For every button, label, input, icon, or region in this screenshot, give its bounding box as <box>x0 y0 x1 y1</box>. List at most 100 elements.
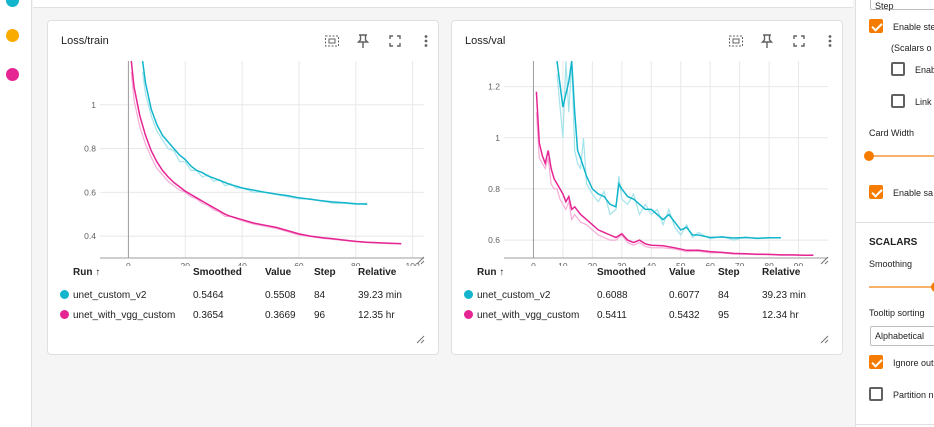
run-color-dot[interactable] <box>6 29 19 42</box>
run-name: unet_custom_v2 <box>477 289 551 301</box>
fit-domain-icon[interactable] <box>322 31 342 51</box>
fit-domain-icon[interactable] <box>726 31 746 51</box>
x-tick-label: 60 <box>294 261 304 266</box>
scalars-heading: SCALARS <box>869 237 918 248</box>
pin-icon[interactable] <box>757 31 777 51</box>
card-resize-handle[interactable] <box>819 334 829 344</box>
enable-saving-label: Enable sa <box>893 188 934 198</box>
more-vert-icon[interactable] <box>820 31 840 51</box>
smoothed-series-line <box>556 61 781 240</box>
x-tick-label: 70 <box>735 261 745 266</box>
scalar-card-loss-val: Loss/val 0 10 20 30 40 50 60 70 80 90 0.6 0.8 1 1.2 R… <box>451 20 843 355</box>
pin-icon[interactable] <box>353 31 373 51</box>
step-value: 84 <box>718 289 730 301</box>
runs-tooltip-table: Run ↑ Smoothed Value Step Relative unet_… <box>60 267 418 325</box>
header-bar <box>33 0 853 8</box>
x-tick-label: 100 <box>406 261 420 266</box>
run-name: unet_with_vgg_custom <box>477 309 580 321</box>
smoothing-slider-thumb[interactable] <box>931 282 934 292</box>
run-color-dot[interactable] <box>6 68 19 81</box>
ignore-outliers-checkbox[interactable] <box>869 355 883 369</box>
relative-value: 12.34 hr <box>762 309 799 321</box>
y-tick-label: 1 <box>495 133 500 143</box>
divider <box>856 424 934 425</box>
raw-value: 0.5508 <box>265 289 296 301</box>
tooltip-sorting-select[interactable]: Alphabetical <box>870 326 934 346</box>
fullscreen-icon[interactable] <box>385 31 405 51</box>
raw-series-line <box>556 61 781 241</box>
run-name: unet_with_vgg_custom <box>73 309 176 321</box>
fullscreen-icon[interactable] <box>789 31 809 51</box>
y-tick-label: 1 <box>91 100 96 110</box>
card-title: Loss/train <box>61 35 109 47</box>
card-width-slider-thumb[interactable] <box>864 151 874 161</box>
x-axis-select[interactable]: Step <box>870 0 934 11</box>
col-smoothed: Smoothed <box>193 267 242 278</box>
raw-series-line <box>130 71 402 245</box>
settings-panel: Step Enable ste (Scalars o Enab Link Car… <box>855 0 934 427</box>
run-name: unet_custom_v2 <box>73 289 147 301</box>
x-tick-label: 20 <box>181 261 191 266</box>
line-chart[interactable]: 0 10 20 30 40 50 60 70 80 90 0.6 0.8 1 1.2 <box>452 61 842 266</box>
x-tick-label: 90 <box>794 261 804 266</box>
enable-saving-checkbox[interactable] <box>869 185 883 199</box>
table-row: unet_custom_v2 0.6088 0.6077 84 39.23 mi… <box>464 285 822 305</box>
x-tick-label: 60 <box>705 261 715 266</box>
smoothed-value: 0.5464 <box>193 289 224 301</box>
x-tick-label: 50 <box>676 261 686 266</box>
x-tick-label: 80 <box>764 261 774 266</box>
x-tick-label: 30 <box>617 261 627 266</box>
line-chart[interactable]: 0 20 40 60 80 100 0.4 0.6 0.8 1 <box>48 61 438 266</box>
partition-checkbox[interactable] <box>869 387 883 401</box>
x-tick-label: 0 <box>126 261 131 266</box>
col-step: Step <box>718 267 740 278</box>
table-row: unet_with_vgg_custom 0.3654 0.3669 96 12… <box>60 305 418 325</box>
link-label: Link <box>915 97 932 107</box>
smoothing-slider-track[interactable] <box>869 286 934 288</box>
y-tick-label: 0.6 <box>488 235 500 245</box>
step-value: 95 <box>718 309 730 321</box>
scalars-note: (Scalars o <box>891 43 932 53</box>
x-tick-label: 10 <box>558 261 568 266</box>
card-width-slider-track[interactable] <box>869 155 934 157</box>
x-tick-label: 40 <box>237 261 247 266</box>
x-tick-label: 80 <box>351 261 361 266</box>
smoothed-series-line <box>535 91 814 256</box>
raw-series-line <box>535 112 814 257</box>
scalar-card-loss-train: Loss/train 0 20 40 60 80 100 0.4 0.6 0.8 1 Run ↑ … <box>47 20 439 355</box>
relative-value: 39.23 min <box>762 289 806 301</box>
raw-value: 0.5432 <box>669 309 700 321</box>
x-tick-label: 0 <box>531 261 536 266</box>
smoothing-label: Smoothing <box>869 259 913 269</box>
chart-resize-handle[interactable] <box>819 255 829 265</box>
chart-resize-handle[interactable] <box>415 255 425 265</box>
col-relative: Relative <box>358 267 397 278</box>
raw-value: 0.3669 <box>265 309 296 321</box>
y-tick-label: 0.6 <box>84 187 96 197</box>
col-run[interactable]: Run ↑ <box>73 267 101 278</box>
partition-label: Partition n <box>893 390 934 400</box>
enable-range-checkbox[interactable] <box>891 62 905 76</box>
x-tick-label: 20 <box>588 261 598 266</box>
card-toolbar <box>322 31 432 51</box>
col-run[interactable]: Run ↑ <box>477 267 505 278</box>
table-row: unet_custom_v2 0.5464 0.5508 84 39.23 mi… <box>60 285 418 305</box>
relative-value: 12.35 hr <box>358 309 395 321</box>
card-width-label: Card Width <box>869 128 915 138</box>
col-smoothed: Smoothed <box>597 267 646 278</box>
col-relative: Relative <box>762 267 801 278</box>
table-row: unet_with_vgg_custom 0.5411 0.5432 95 12… <box>464 305 822 325</box>
run-color-dot <box>60 290 69 300</box>
run-color-dot[interactable] <box>6 0 19 7</box>
more-vert-icon[interactable] <box>416 31 436 51</box>
relative-value: 39.23 min <box>358 289 402 301</box>
card-toolbar <box>726 31 836 51</box>
run-color-dot <box>464 290 473 300</box>
tooltip-sorting-label: Tooltip sorting <box>869 308 925 318</box>
card-title: Loss/val <box>465 35 506 47</box>
enable-step-selection-checkbox[interactable] <box>869 19 883 33</box>
col-value: Value <box>265 267 292 278</box>
link-checkbox[interactable] <box>891 94 905 108</box>
card-resize-handle[interactable] <box>415 334 425 344</box>
